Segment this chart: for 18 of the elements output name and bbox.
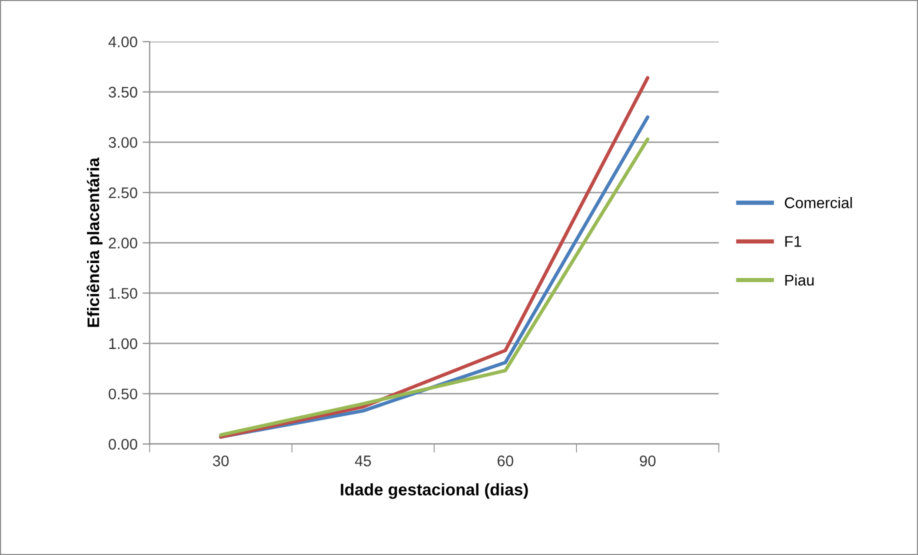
y-tick-label: 4.00 <box>108 36 138 48</box>
y-tick-label: 3.50 <box>108 86 138 98</box>
legend-label: Comercial <box>784 197 852 208</box>
legend-label: F1 <box>785 236 802 247</box>
x-tick-label: 30 <box>212 456 229 466</box>
x-tick-label: 60 <box>498 456 514 466</box>
y-tick-label: 1.50 <box>109 288 138 299</box>
y-tick-label: 3.00 <box>108 137 138 148</box>
legend-label: Piau <box>785 274 814 286</box>
y-tick-label: 2.50 <box>108 187 138 198</box>
x-axis-title: Idade gestacional (dias) <box>340 483 528 499</box>
y-tick-label: 2.00 <box>108 238 138 248</box>
x-tick-label: 45 <box>354 456 371 466</box>
y-tick-label: 1.00 <box>109 338 138 350</box>
y-tick-label: 0.50 <box>108 388 138 400</box>
y-axis-title: Eficiência placentária <box>86 157 103 327</box>
y-tick-label: 0.00 <box>108 438 138 450</box>
x-tick-label: 90 <box>640 456 656 466</box>
